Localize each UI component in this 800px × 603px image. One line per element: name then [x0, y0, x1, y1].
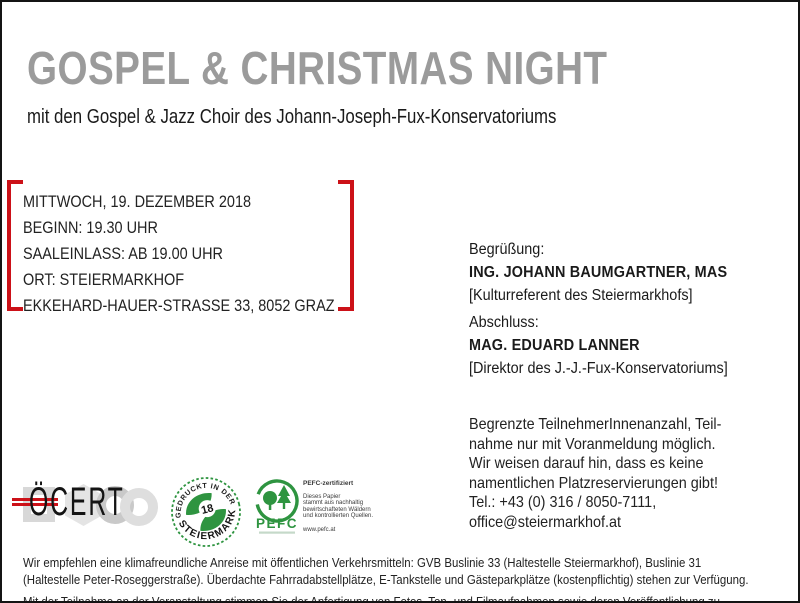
- event-date: MITTWOCH, 19. DEZEMBER 2018: [23, 192, 252, 211]
- footer: Wir empfehlen eine klimafreundliche Anre…: [23, 555, 749, 603]
- pefc-text-block: PEFC-zertifiziert Dieses Papier stammt a…: [303, 480, 393, 533]
- stamp-number: 18: [200, 502, 215, 517]
- registration-note: Begrenzte TeilnehmerInnenanzahl, Teil- n…: [469, 415, 721, 532]
- pefc-cert-line: stammt aus nachhaltig: [303, 500, 364, 506]
- stamp-number-bg: [198, 500, 216, 518]
- pefc-fineprint-line: [259, 531, 295, 534]
- pefc-cert-line: und kontrollierten Quellen.: [303, 513, 374, 519]
- closing-speaker-name: MAG. EDUARD LANNER: [469, 337, 640, 354]
- pefc-url: www.pefc.at: [303, 526, 336, 533]
- pefc-wordmark: PEFC: [256, 516, 298, 531]
- ocert-wordmark: ÖCERT: [29, 480, 125, 524]
- ocert-logo: ÖCERT: [12, 479, 158, 541]
- pefc-conifer-icon: [278, 485, 290, 496]
- printed-in-styria-stamp: 18 GEDRUCKT IN DER STEIERMARK: [168, 474, 244, 549]
- pefc-tree-icon: [263, 491, 277, 505]
- pefc-logo: PEFC: [255, 479, 299, 534]
- event-details-box: MITTWOCH, 19. DEZEMBER 2018 BEGINN: 19.3…: [7, 180, 354, 315]
- ocert-red-line: [12, 498, 58, 501]
- event-entrance: SAALEINLASS: AB 19.00 UHR: [23, 244, 224, 263]
- registration-line: nahme nur mit Voranmeldung möglich.: [469, 435, 716, 453]
- email-address: office@steiermarkhof.at: [469, 513, 622, 531]
- page-title: GOSPEL & CHRISTMAS NIGHT: [27, 42, 608, 94]
- registration-line: namentlichen Platzreservierungen gibt!: [469, 474, 718, 492]
- footer-transit-line: Wir empfehlen eine klimafreundliche Anre…: [23, 555, 702, 570]
- pefc-tree-trunk: [268, 503, 272, 510]
- footer-media-consent-line: Mit der Teilnahme an der Veranstaltung s…: [23, 594, 724, 603]
- phone-number: Tel.: +43 (0) 316 / 8050-7111,: [469, 494, 657, 511]
- closing-label: Abschluss:: [469, 314, 539, 331]
- pefc-cert-line: Dieses Papier: [303, 493, 341, 500]
- footer-transit-line: (Haltestelle Peter-Roseggerstraße). Über…: [23, 571, 749, 587]
- registration-line: Wir weisen darauf hin, dass es keine: [469, 455, 704, 472]
- pefc-conifer-trunk: [282, 503, 286, 509]
- stamp-leaf-icon: [200, 509, 226, 531]
- red-bracket-right-icon: [338, 180, 354, 311]
- pefc-conifer-icon: [277, 491, 291, 503]
- event-venue: ORT: STEIERMARKHOF: [23, 270, 185, 289]
- welcome-speaker-role: [Kulturreferent des Steiermarkhofs]: [469, 287, 693, 304]
- closing-speaker-role: [Direktor des J.-J.-Fux-Konservatoriums]: [469, 360, 728, 377]
- event-begin: BEGINN: 19.30 UHR: [23, 218, 158, 237]
- event-details: MITTWOCH, 19. DEZEMBER 2018 BEGINN: 19.3…: [23, 189, 335, 319]
- stamp-leaf-icon: [186, 493, 212, 515]
- registration-line: Begrenzte TeilnehmerInnenanzahl, Teil-: [469, 416, 722, 433]
- welcome-label: Begrüßung:: [469, 241, 545, 258]
- page-subtitle: mit den Gospel & Jazz Choir des Johann-J…: [27, 106, 557, 128]
- speakers-section: Begrüßung: ING. JOHANN BAUMGARTNER, MAS …: [469, 238, 728, 380]
- event-address: EKKEHARD-HAUER-STRASSE 33, 8052 GRAZ: [23, 296, 335, 315]
- red-bracket-left-icon: [7, 180, 23, 311]
- pefc-cert-title: PEFC-zertifiziert: [303, 480, 354, 487]
- ocert-red-line: [12, 503, 58, 506]
- ocert-ring-shape: [120, 488, 158, 526]
- welcome-speaker-name: ING. JOHANN BAUMGARTNER, MAS: [469, 264, 728, 281]
- pefc-cert-line: bewirtschafteten Wäldern: [303, 506, 371, 513]
